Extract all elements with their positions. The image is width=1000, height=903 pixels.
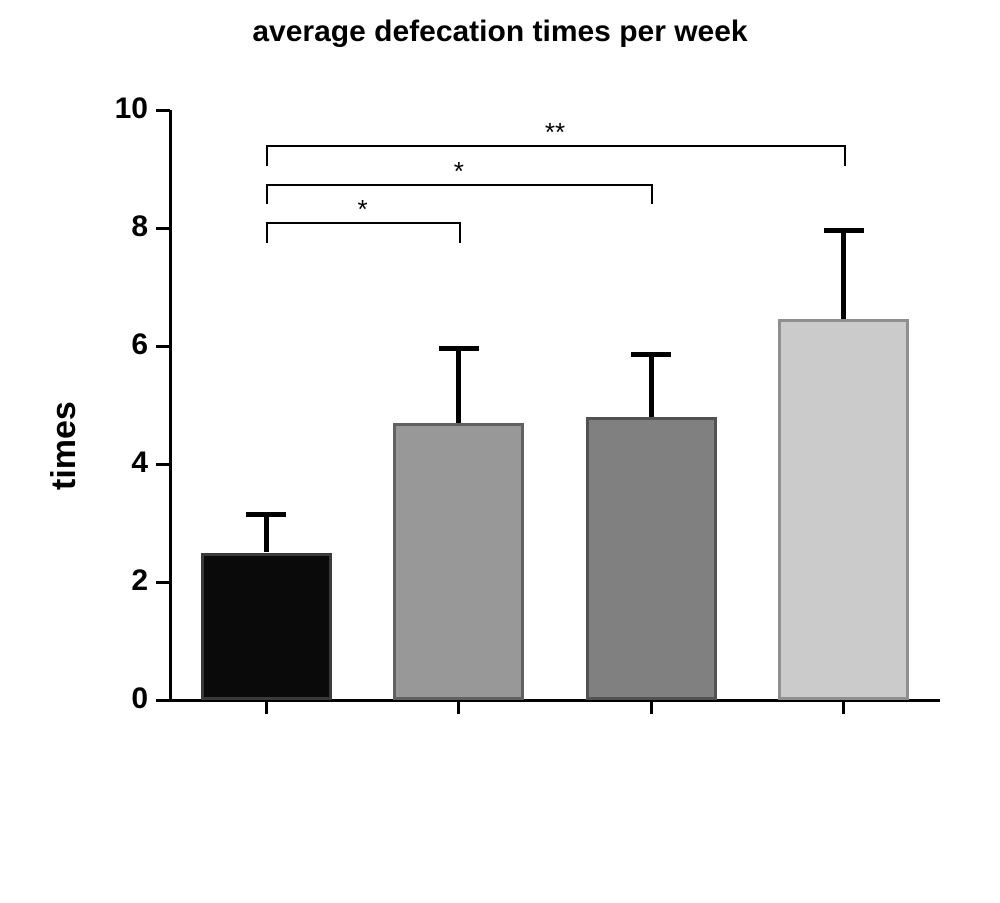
- y-tick-label: 2: [98, 564, 148, 598]
- error-bar: [264, 514, 269, 552]
- y-tick-label: 6: [98, 328, 148, 362]
- y-tick: [156, 345, 170, 348]
- y-tick: [156, 581, 170, 584]
- chart-title: average defecation times per week: [0, 15, 1000, 49]
- significance-bracket: [266, 145, 268, 166]
- significance-label: *: [454, 156, 464, 187]
- bar-chart: average defecation times per week times …: [0, 0, 1000, 903]
- bar: [201, 553, 332, 701]
- y-axis-line: [169, 110, 172, 700]
- significance-bracket: [266, 222, 268, 243]
- y-tick: [156, 109, 170, 112]
- y-tick-label: 8: [98, 210, 148, 244]
- error-bar: [456, 349, 461, 423]
- x-tick: [457, 700, 460, 714]
- error-cap: [439, 346, 479, 351]
- y-tick-label: 4: [98, 446, 148, 480]
- x-tick: [265, 700, 268, 714]
- error-cap: [824, 228, 864, 233]
- bar: [778, 319, 909, 700]
- x-tick: [650, 700, 653, 714]
- y-axis-label: times: [45, 401, 84, 490]
- error-bar: [841, 231, 846, 320]
- significance-bracket: [651, 184, 653, 205]
- significance-bracket: [266, 184, 268, 205]
- bar: [393, 423, 524, 700]
- y-tick-label: 0: [98, 682, 148, 716]
- significance-label: **: [545, 117, 565, 148]
- significance-bracket: [844, 145, 846, 166]
- y-tick-label: 10: [98, 92, 148, 126]
- significance-label: *: [357, 194, 367, 225]
- error-bar: [649, 355, 654, 417]
- error-cap: [246, 512, 286, 517]
- significance-bracket: [459, 222, 461, 243]
- error-cap: [631, 352, 671, 357]
- y-tick: [156, 227, 170, 230]
- bar: [586, 417, 717, 700]
- y-tick: [156, 463, 170, 466]
- x-tick: [842, 700, 845, 714]
- y-tick: [156, 699, 170, 702]
